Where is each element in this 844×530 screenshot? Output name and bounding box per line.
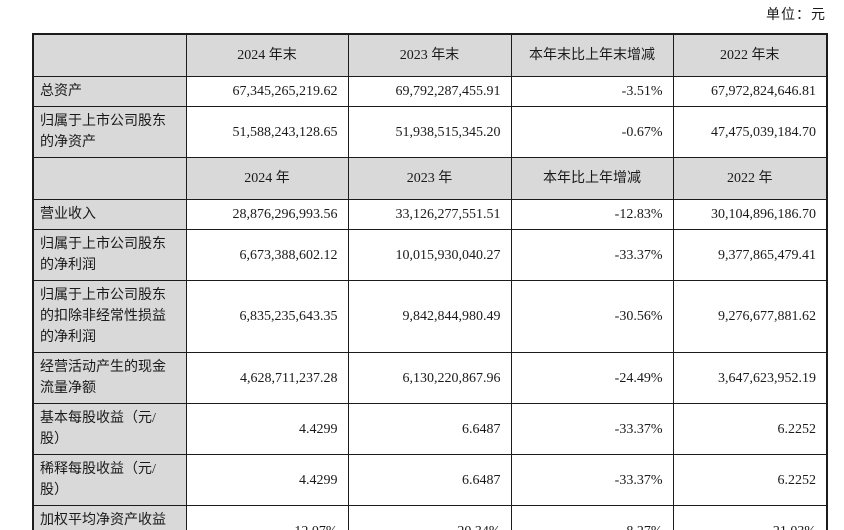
cell-value: 9,842,844,980.49 <box>347 280 512 353</box>
cell-value: -3.51% <box>510 76 674 107</box>
cell-value: 6.2252 <box>672 403 828 455</box>
table-row-total-assets: 总资产 67,345,265,219.62 69,792,287,455.91 … <box>32 76 828 107</box>
table-header-row-yearend: 2024 年末 2023 年末 本年末比上年末增减 2022 年末 <box>32 33 828 77</box>
cell-value: 6.6487 <box>347 454 512 506</box>
cell-value: 28,876,296,993.56 <box>185 199 349 230</box>
column-header-2024-yearend: 2024 年末 <box>185 33 349 77</box>
cell-value: 6,130,220,867.96 <box>347 352 512 404</box>
cell-value: 6,673,388,602.12 <box>185 229 349 281</box>
cell-value: 51,938,515,345.20 <box>347 106 512 158</box>
cell-value: 9,276,677,881.62 <box>672 280 828 353</box>
header-empty-cell <box>32 33 187 77</box>
key-financials-table: 2024 年末 2023 年末 本年末比上年末增减 2022 年末 总资产 67… <box>32 33 828 530</box>
cell-value: -33.37% <box>510 403 674 455</box>
row-label: 归属于上市公司股东的扣除非经常性损益的净利润 <box>32 280 187 353</box>
row-label: 加权平均净资产收益率 <box>32 505 187 530</box>
table-row-operating-revenue: 营业收入 28,876,296,993.56 33,126,277,551.51… <box>32 199 828 230</box>
cell-value: 47,475,039,184.70 <box>672 106 828 158</box>
cell-value: 9,377,865,479.41 <box>672 229 828 281</box>
cell-value: -0.67% <box>510 106 674 158</box>
cell-value: 51,588,243,128.65 <box>185 106 349 158</box>
table-row-net-profit-attributable: 归属于上市公司股东的净利润 6,673,388,602.12 10,015,93… <box>32 229 828 281</box>
table-row-net-profit-excl-nonrecurring: 归属于上市公司股东的扣除非经常性损益的净利润 6,835,235,643.35 … <box>32 280 828 353</box>
cell-value: 6.2252 <box>672 454 828 506</box>
column-header-2023: 2023 年 <box>347 157 512 200</box>
unit-label: 单位：元 <box>766 8 826 23</box>
cell-value: 67,345,265,219.62 <box>185 76 349 107</box>
header-empty-cell <box>32 157 187 200</box>
table-row-diluted-eps: 稀释每股收益（元/股） 4.4299 6.6487 -33.37% 6.2252 <box>32 454 828 506</box>
cell-value: 21.03% <box>672 505 828 530</box>
cell-value: -8.27% <box>510 505 674 530</box>
table-row-operating-cash-flow: 经营活动产生的现金流量净额 4,628,711,237.28 6,130,220… <box>32 352 828 404</box>
table-row-basic-eps: 基本每股收益（元/股） 4.4299 6.6487 -33.37% 6.2252 <box>32 403 828 455</box>
cell-value: 6.6487 <box>347 403 512 455</box>
row-label: 归属于上市公司股东的净资产 <box>32 106 187 158</box>
cell-value: 67,972,824,646.81 <box>672 76 828 107</box>
cell-value: 69,792,287,455.91 <box>347 76 512 107</box>
column-header-yoy-change: 本年比上年增减 <box>510 157 674 200</box>
cell-value: 30,104,896,186.70 <box>672 199 828 230</box>
cell-value: -12.83% <box>510 199 674 230</box>
cell-value: -33.37% <box>510 454 674 506</box>
row-label: 基本每股收益（元/股） <box>32 403 187 455</box>
table-row-weighted-avg-roe: 加权平均净资产收益率 12.07% 20.34% -8.27% 21.03% <box>32 505 828 530</box>
row-label: 稀释每股收益（元/股） <box>32 454 187 506</box>
cell-value: 4.4299 <box>185 403 349 455</box>
column-header-2022: 2022 年 <box>672 157 828 200</box>
cell-value: 3,647,623,952.19 <box>672 352 828 404</box>
cell-value: 12.07% <box>185 505 349 530</box>
cell-value: 6,835,235,643.35 <box>185 280 349 353</box>
cell-value: -30.56% <box>510 280 674 353</box>
column-header-2024: 2024 年 <box>185 157 349 200</box>
row-label: 归属于上市公司股东的净利润 <box>32 229 187 281</box>
cell-value: -33.37% <box>510 229 674 281</box>
cell-value: 4.4299 <box>185 454 349 506</box>
column-header-yoy-yearend-change: 本年末比上年末增减 <box>510 33 674 77</box>
row-label: 营业收入 <box>32 199 187 230</box>
cell-value: 10,015,930,040.27 <box>347 229 512 281</box>
cell-value: 20.34% <box>347 505 512 530</box>
row-label: 总资产 <box>32 76 187 107</box>
cell-value: -24.49% <box>510 352 674 404</box>
cell-value: 4,628,711,237.28 <box>185 352 349 404</box>
column-header-2022-yearend: 2022 年末 <box>672 33 828 77</box>
row-label: 经营活动产生的现金流量净额 <box>32 352 187 404</box>
column-header-2023-yearend: 2023 年末 <box>347 33 512 77</box>
table-header-row-annual: 2024 年 2023 年 本年比上年增减 2022 年 <box>32 157 828 200</box>
table-row-net-assets-attributable: 归属于上市公司股东的净资产 51,588,243,128.65 51,938,5… <box>32 106 828 158</box>
cell-value: 33,126,277,551.51 <box>347 199 512 230</box>
